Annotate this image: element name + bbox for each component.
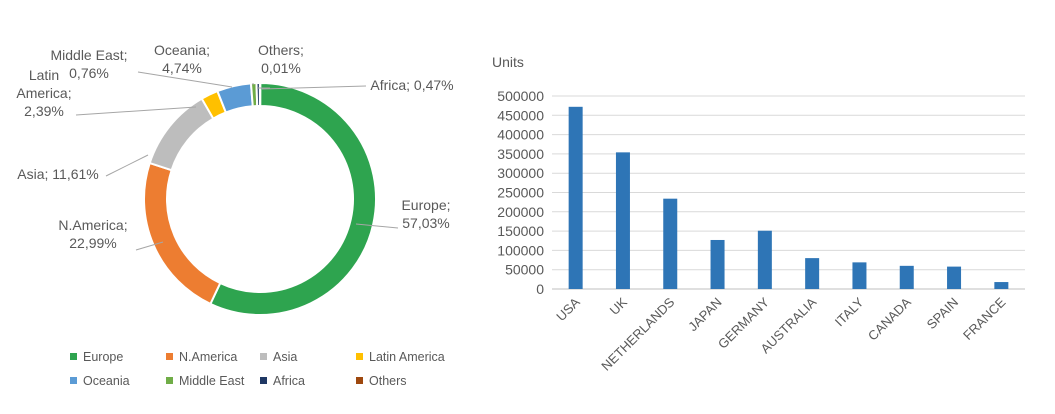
legend-item-oceania: Oceania <box>70 374 130 388</box>
x-tick-label: JAPAN <box>685 295 725 335</box>
leader-line-latin-america <box>75 106 197 116</box>
x-tick-label: ITALY <box>832 294 867 329</box>
donut-chart: Europe; 57,03% N.America; 22,99% Asia; 11,61… <box>16 42 454 316</box>
legend-label: Middle East <box>179 374 245 388</box>
legend-swatch <box>70 353 77 361</box>
y-tick-label: 500000 <box>497 88 544 104</box>
donut-slices <box>143 81 377 316</box>
leader-line-europe <box>355 223 399 229</box>
data-label-oceania: Oceania; <box>154 42 210 58</box>
legend-label: Africa <box>273 374 305 388</box>
bar-spain <box>947 266 962 289</box>
legend-item-africa: Africa <box>260 374 305 388</box>
legend-item-latin-america: Latin America <box>356 350 445 364</box>
legend-label: Europe <box>83 350 124 364</box>
gridlines <box>552 95 1025 290</box>
bar-japan <box>710 239 725 289</box>
bar-australia <box>805 258 820 289</box>
y-tick-label: 150000 <box>497 223 544 239</box>
legend-swatch <box>356 353 363 361</box>
legend-item-middle-east: Middle East <box>166 374 244 388</box>
slice-europe <box>209 81 377 316</box>
data-label-africa: Africa; 0,47% <box>370 77 453 93</box>
data-label-latin-america: America; <box>16 85 71 101</box>
y-tick-label: 50000 <box>505 262 544 278</box>
legend-label: Asia <box>273 350 298 364</box>
y-tick-label: 400000 <box>497 127 544 143</box>
y-axis-label: Units <box>492 54 524 70</box>
y-tick-label: 100000 <box>497 242 544 258</box>
bar-usa <box>568 106 583 289</box>
data-label-asia: Asia; 11,61% <box>17 166 98 182</box>
data-label-n-america: N.America; <box>58 217 127 233</box>
bar-italy <box>852 262 867 289</box>
legend-label: Latin America <box>369 350 445 364</box>
bar-france <box>994 282 1009 289</box>
legend-item-asia: Asia <box>260 350 297 364</box>
data-label-middle-east: Middle East; <box>50 47 127 63</box>
x-tick-label: SPAIN <box>924 295 962 333</box>
legend-item-others: Others <box>356 374 407 388</box>
x-tick-label: USA <box>553 294 583 324</box>
legend-item-n-america: N.America <box>166 350 237 364</box>
bar-chart: Units 0 50000 100000 150000 200000 250000 3000… <box>492 54 1025 374</box>
data-label-oceania: 4,74% <box>162 60 202 76</box>
y-tick-labels: 0 50000 100000 150000 200000 250000 300000 3500… <box>497 88 544 297</box>
bar-uk <box>615 152 630 289</box>
legend-label: Others <box>369 374 407 388</box>
legend-label: Oceania <box>83 374 130 388</box>
x-tick-label: CANADA <box>865 294 914 343</box>
x-tick-label: FRANCE <box>960 294 1009 343</box>
y-tick-label: 450000 <box>497 107 544 123</box>
legend-swatch <box>260 377 267 385</box>
y-tick-label: 350000 <box>497 146 544 162</box>
data-label-middle-east: 0,76% <box>69 65 109 81</box>
y-tick-label: 0 <box>536 281 544 297</box>
y-tick-label: 300000 <box>497 165 544 181</box>
y-tick-label: 200000 <box>497 204 544 220</box>
slice-n-america <box>143 161 222 306</box>
x-tick-label: UK <box>607 294 631 318</box>
bar-canada <box>899 265 914 289</box>
legend-swatch <box>356 377 363 385</box>
bar-netherlands <box>663 198 678 289</box>
legend-swatch <box>70 377 77 385</box>
data-label-latin-america: Latin <box>29 67 59 83</box>
bar-germany <box>757 230 772 289</box>
data-label-latin-america: 2,39% <box>24 103 64 119</box>
legend-swatch <box>166 353 173 361</box>
data-label-europe: Europe; <box>401 197 450 213</box>
data-label-others: 0,01% <box>261 60 301 76</box>
data-label-n-america: 22,99% <box>69 235 116 251</box>
bars <box>568 106 1009 289</box>
data-label-europe: 57,03% <box>402 215 449 231</box>
leader-line-africa <box>261 85 367 90</box>
donut-labels: Europe; 57,03% N.America; 22,99% Asia; 11,61… <box>16 42 453 251</box>
leader-line-oceania <box>137 71 233 88</box>
legend-item-europe: Europe <box>70 350 123 364</box>
legend-label: N.America <box>179 350 238 364</box>
y-tick-label: 250000 <box>497 185 544 201</box>
leader-line-asia <box>105 154 149 177</box>
legend-swatch <box>260 353 267 361</box>
legend-swatch <box>166 377 173 385</box>
data-label-others: Others; <box>258 42 304 58</box>
leader-line-n-america <box>135 241 164 251</box>
